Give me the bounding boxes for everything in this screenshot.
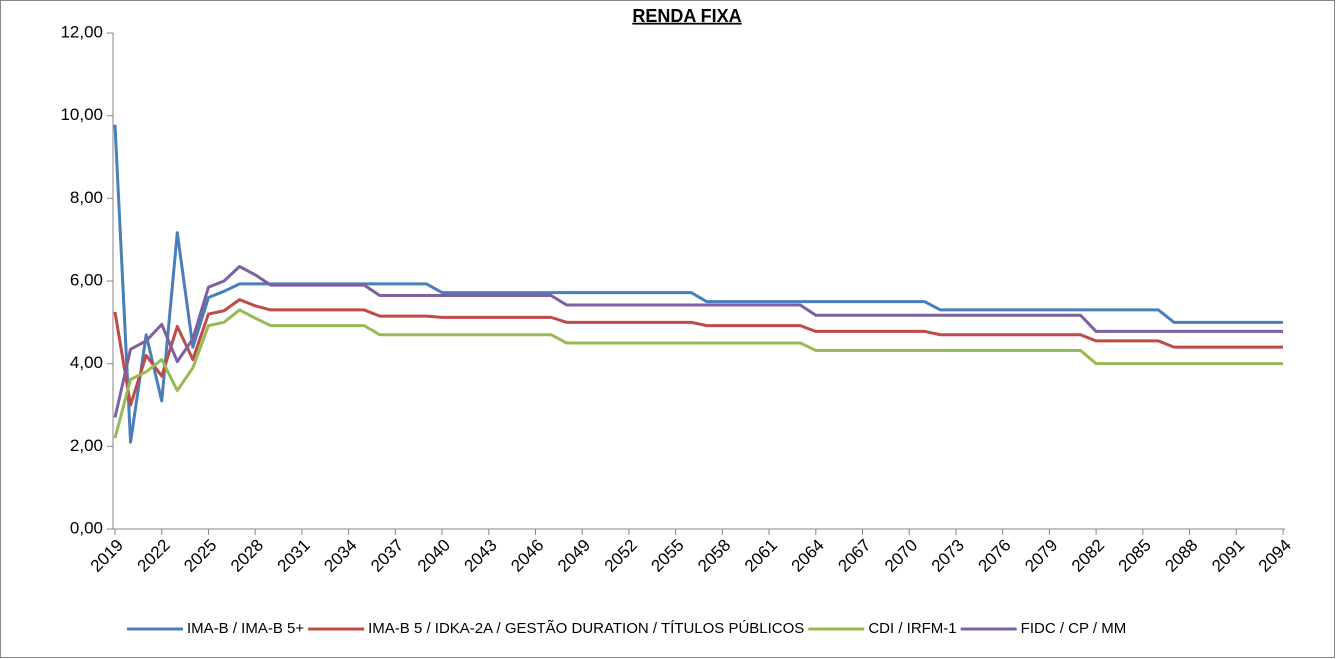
series-line: [113, 298, 1283, 407]
legend-label: IMA-B 5 / IDKA-2A / GESTÃO DURATION / TÍ…: [368, 620, 804, 637]
legend-label: FIDC / CP / MM: [1021, 620, 1127, 637]
y-tick-label: 12,00: [60, 22, 103, 41]
y-tick-label: 0,00: [70, 518, 103, 537]
series-line: [113, 265, 1283, 418]
legend-label: IMA-B / IMA-B 5+: [187, 620, 304, 637]
y-tick-label: 10,00: [60, 105, 103, 124]
y-tick-label: 6,00: [70, 270, 103, 289]
series-line: [113, 308, 1283, 439]
y-tick-label: 8,00: [70, 188, 103, 207]
y-tick-label: 2,00: [70, 436, 103, 455]
legend-label: CDI / IRFM-1: [868, 620, 956, 637]
chart-title: RENDA FIXA: [632, 6, 741, 26]
y-tick-label: 4,00: [70, 353, 103, 372]
